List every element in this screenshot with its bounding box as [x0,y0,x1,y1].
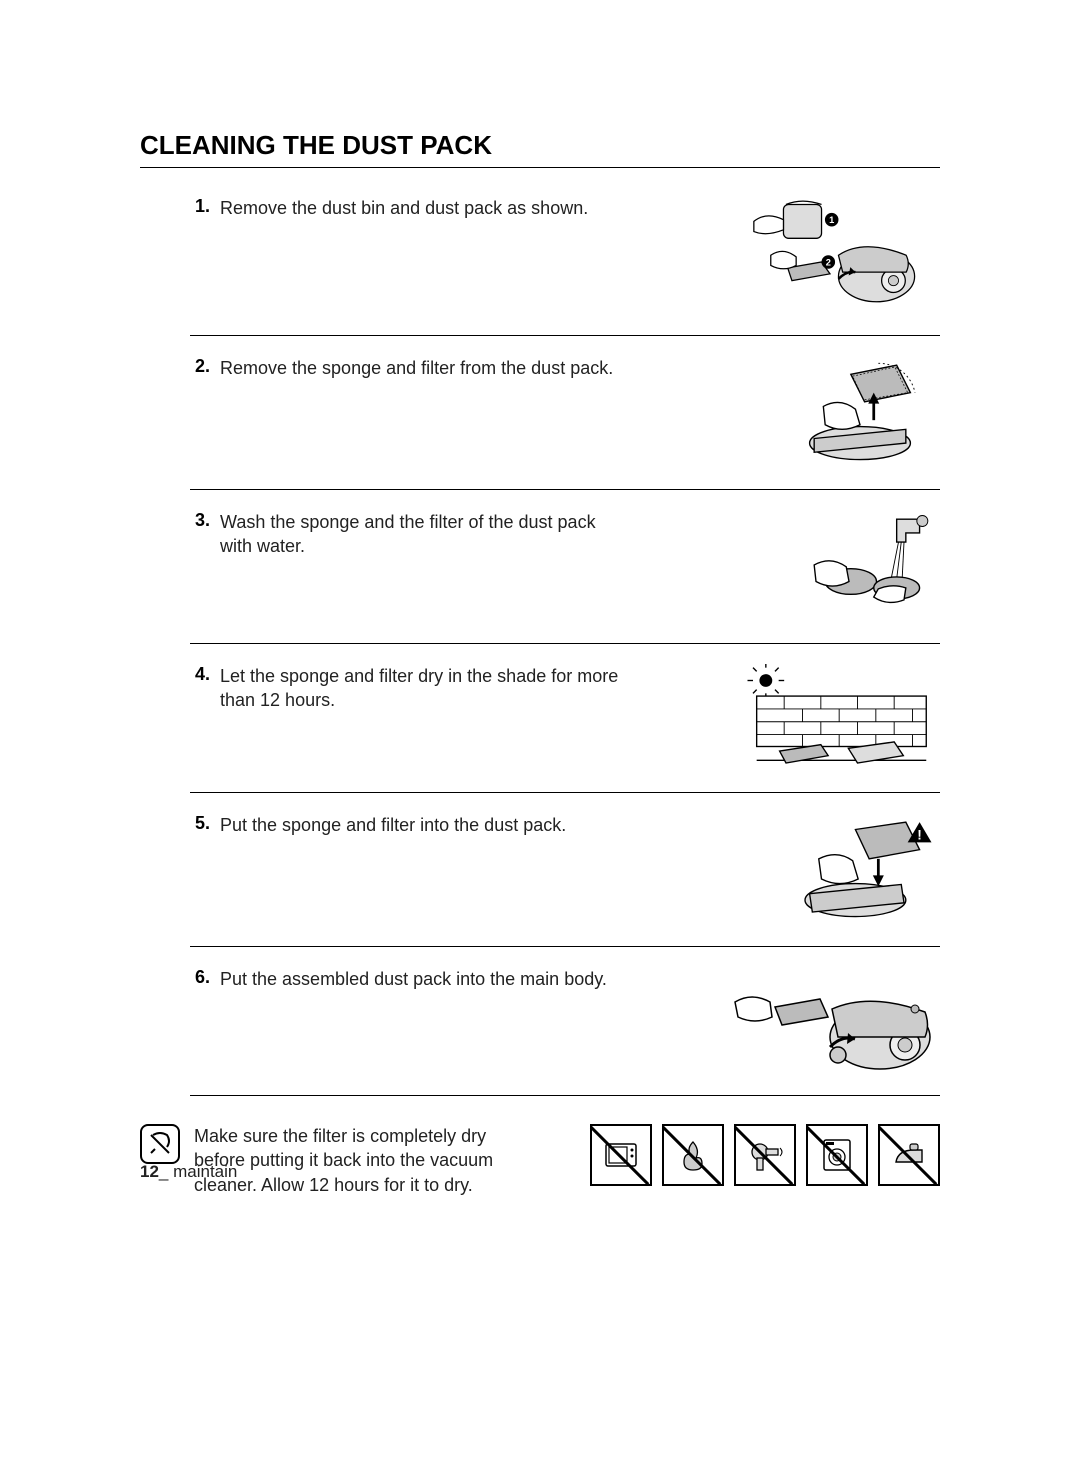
note-row: Make sure the filter is completely dry b… [140,1124,940,1197]
svg-text:2: 2 [826,257,831,267]
step-5: 5. Put the sponge and filter into the du… [190,813,940,947]
step-number: 4. [190,664,220,685]
step-text: Remove the dust bin and dust pack as sho… [220,196,588,220]
step-text: Let the sponge and filter dry in the sha… [220,664,620,713]
no-flame-icon [662,1124,724,1186]
svg-text:1: 1 [829,215,834,225]
steps-list: 1. Remove the dust bin and dust pack as … [140,196,940,1096]
svg-text:!: ! [917,828,922,843]
step-text: Put the assembled dust pack into the mai… [220,967,607,991]
step-number: 2. [190,356,220,377]
step-number: 1. [190,196,220,217]
step-1: 1. Remove the dust bin and dust pack as … [190,196,940,336]
no-microwave-icon [590,1124,652,1186]
step-4-illustration [720,664,940,774]
footer-section: maintain [173,1162,237,1181]
no-washer-icon [806,1124,868,1186]
step-text: Remove the sponge and filter from the du… [220,356,613,380]
step-number: 5. [190,813,220,834]
page-footer: 12_ maintain [140,1162,237,1182]
section-heading: CLEANING THE DUST PACK [140,130,940,161]
note-text: Make sure the filter is completely dry b… [194,1124,534,1197]
step-text: Put the sponge and filter into the dust … [220,813,566,837]
step-text: Wash the sponge and the filter of the du… [220,510,620,559]
step-3-illustration [780,510,940,625]
step-6: 6. Put the assembled dust pack into the … [190,967,940,1096]
step-number: 3. [190,510,220,531]
step-2-illustration [780,356,940,471]
footer-sep: _ [159,1162,173,1181]
note-icon [140,1124,180,1164]
step-6-illustration [720,967,940,1077]
step-5-illustration: ! [780,813,940,928]
no-hairdryer-icon [734,1124,796,1186]
prohibited-icons-row [590,1124,940,1186]
page-number: 12 [140,1162,159,1181]
step-1-illustration: 1 2 [720,196,940,306]
step-4: 4. Let the sponge and filter dry in the … [190,664,940,793]
heading-rule [140,167,940,168]
step-number: 6. [190,967,220,988]
manual-page: CLEANING THE DUST PACK 1. Remove the dus… [0,0,1080,1237]
step-3: 3. Wash the sponge and the filter of the… [190,510,940,644]
step-2: 2. Remove the sponge and filter from the… [190,356,940,490]
no-iron-icon [878,1124,940,1186]
